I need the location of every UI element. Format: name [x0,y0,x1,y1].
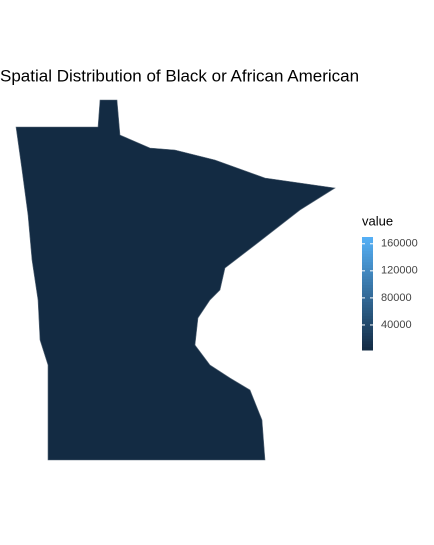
colorbar-step [362,293,373,297]
colorbar-step [362,335,373,340]
colorbar-step [362,318,373,323]
colorbar-step [362,316,373,320]
colorbar-step [362,285,373,289]
colorbar-step [362,321,373,326]
colorbar-step [362,330,373,334]
legend-title: value [362,213,393,228]
colorbar-step [362,324,373,328]
colorbar-step [362,310,373,314]
colorbar-step [362,259,373,263]
county-border [312,100,318,460]
colorbar-step [362,287,373,292]
colorbar-step [362,327,373,331]
colorbar-step [362,262,373,266]
colorbar-step [362,270,373,275]
colorbar-step [362,299,373,303]
colorbar-label: 160000 [381,238,418,250]
colorbar-step [362,344,373,348]
colorbar-step [362,251,373,255]
colorbar-step [362,273,373,278]
colorbar-step [362,245,373,249]
region [15,99,336,461]
colorbar-step [362,268,373,272]
colorbar-label: 80000 [381,292,412,304]
colorbar-label: 40000 [381,319,412,331]
colorbar-step [362,276,373,280]
county-border [285,100,291,460]
colorbar-step [362,256,373,261]
colorbar-step [362,304,373,309]
colorbar-step [362,253,373,258]
colorbar-step [362,279,373,283]
colorbar-step [362,338,373,343]
colorbar-step [362,290,373,294]
colorbar-step [362,333,373,337]
colorbar-step [362,248,373,252]
colorbar-step [362,307,373,311]
county-border [10,463,340,465]
colorbar-step [362,265,373,269]
colorbar-step [362,237,373,241]
colorbar-step [362,313,373,317]
colorbar-step [362,341,373,345]
colorbar-step [362,282,373,286]
colorbar-step [362,296,373,300]
county-border [258,100,264,460]
chart-title: Spatial Distribution of Black or African… [0,66,359,85]
colorbar-step [362,301,373,306]
colorbar-label: 120000 [381,265,418,277]
colorbar-step [362,347,373,351]
colorbar-step [362,242,373,246]
colorbar-step [362,239,373,244]
